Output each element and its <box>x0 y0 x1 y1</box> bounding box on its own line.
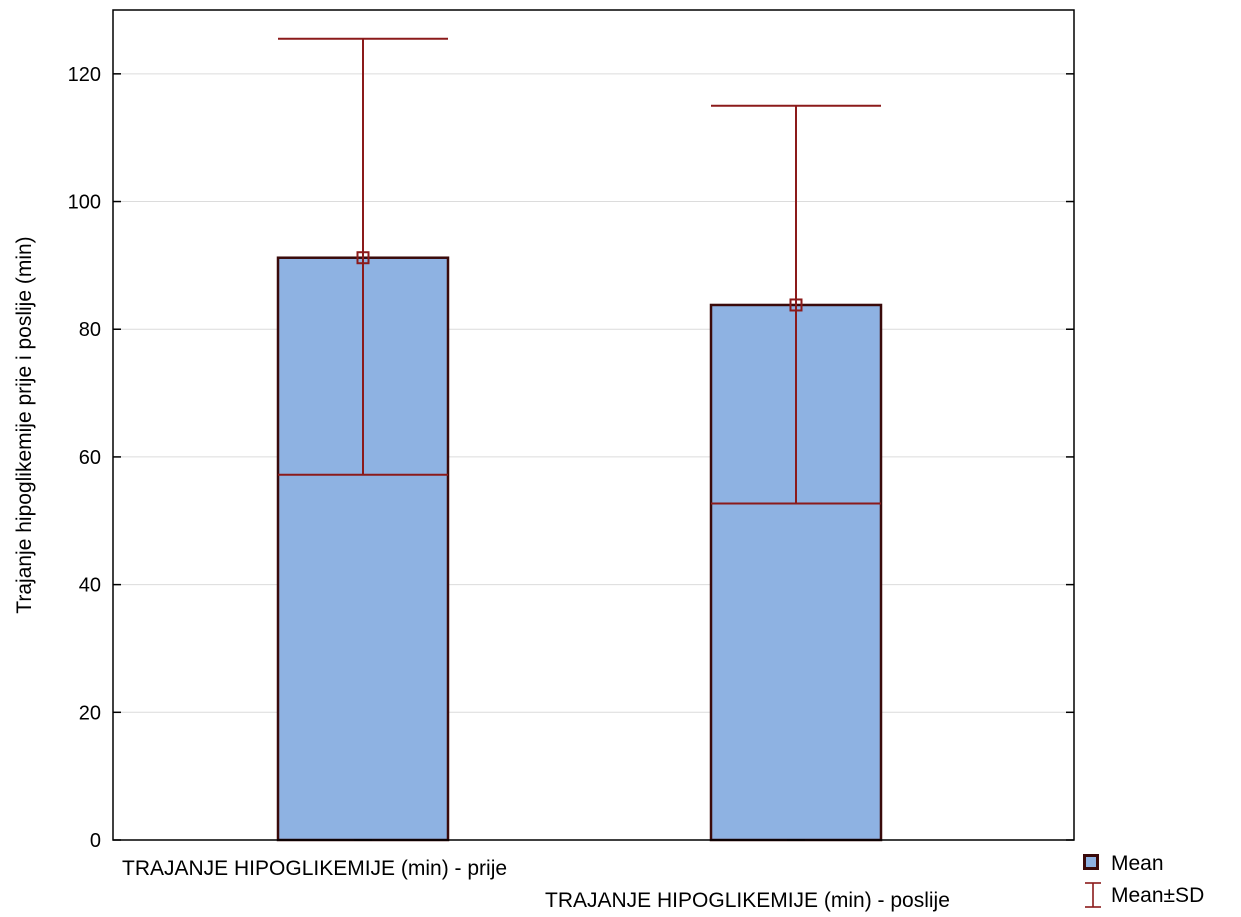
error-bars <box>278 37 881 841</box>
y-tick-label: 20 <box>79 702 101 724</box>
y-tick-label: 0 <box>90 830 101 852</box>
y-axis-ticks: 0 20 40 60 80 100 120 <box>68 64 1074 852</box>
category-label-1: TRAJANJE HIPOGLIKEMIJE (min) - prije <box>122 857 507 880</box>
y-tick-label: 120 <box>68 64 101 86</box>
mean-marker <box>789 298 803 312</box>
legend-mean-inner-icon <box>1086 857 1096 867</box>
bars <box>276 256 883 842</box>
y-tick-label: 40 <box>79 575 101 597</box>
legend: Mean Mean±SD <box>1083 852 1204 908</box>
category-label-2: TRAJANJE HIPOGLIKEMIJE (min) - poslije <box>545 889 950 912</box>
legend-sd-label: Mean±SD <box>1111 884 1204 907</box>
plot-frame <box>112 9 1075 841</box>
y-axis-label: Trajanje hipoglikemije prije i poslije (… <box>13 236 36 613</box>
grid-lines <box>113 73 1074 713</box>
y-tick-label: 80 <box>79 319 101 341</box>
legend-error-bar-icon <box>1085 882 1101 908</box>
y-tick-label: 60 <box>79 447 101 469</box>
legend-mean-label: Mean <box>1111 852 1164 875</box>
y-tick-label: 100 <box>68 192 101 214</box>
mean-marker <box>356 251 370 265</box>
